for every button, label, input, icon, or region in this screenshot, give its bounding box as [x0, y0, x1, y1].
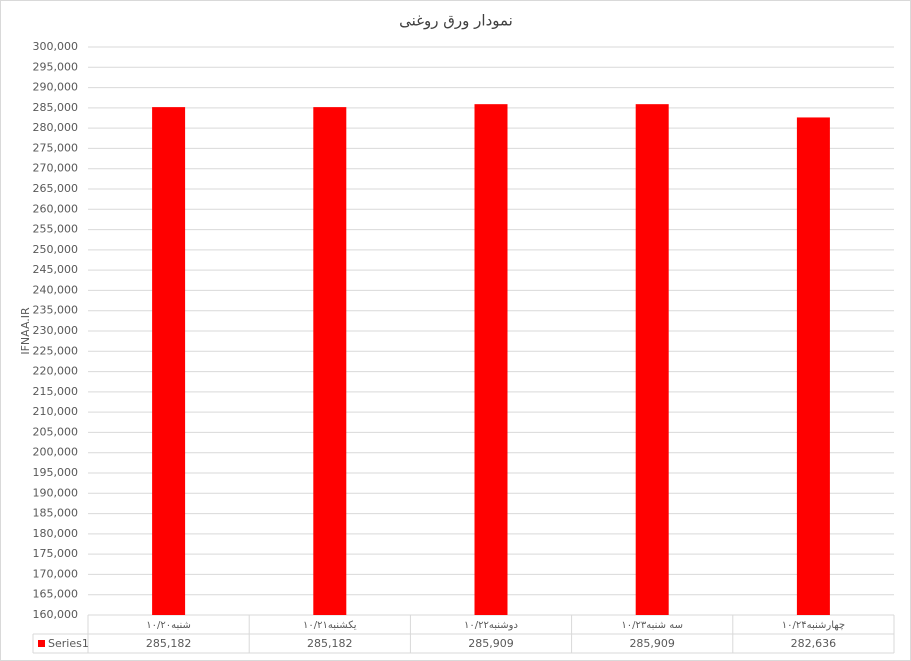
legend-label: Series1 — [48, 637, 89, 650]
x-tick-label: دوشنبه۱۰/۲۲ — [464, 620, 518, 631]
data-table-value: 282,636 — [791, 637, 837, 650]
bar — [796, 117, 830, 615]
y-tick-label: 195,000 — [33, 466, 79, 479]
y-tick-label: 250,000 — [33, 243, 79, 256]
data-table-value: 285,909 — [629, 637, 675, 650]
y-tick-label: 165,000 — [33, 588, 79, 601]
data-table-value: 285,182 — [307, 637, 353, 650]
y-tick-label: 225,000 — [33, 344, 79, 357]
y-tick-label: 240,000 — [33, 283, 79, 296]
y-tick-label: 200,000 — [33, 446, 79, 459]
y-tick-label: 220,000 — [33, 365, 79, 378]
y-tick-label: 175,000 — [33, 547, 79, 560]
y-tick-label: 275,000 — [33, 141, 79, 154]
data-table-value: 285,182 — [146, 637, 192, 650]
x-tick-label: چهارشنبه۱۰/۲۴ — [782, 620, 845, 631]
y-tick-label: 185,000 — [33, 507, 79, 520]
chart-title: نمودار ورق روغنی — [399, 12, 513, 30]
x-tick-label: سه شنبه۱۰/۲۳ — [621, 620, 683, 631]
data-table-value: 285,909 — [468, 637, 514, 650]
y-tick-label: 160,000 — [33, 608, 79, 621]
y-tick-label: 245,000 — [33, 263, 79, 276]
y-tick-label: 180,000 — [33, 527, 79, 540]
y-tick-label: 260,000 — [33, 202, 79, 215]
y-tick-label: 230,000 — [33, 324, 79, 337]
y-tick-label: 170,000 — [33, 567, 79, 580]
y-tick-label: 290,000 — [33, 81, 79, 94]
y-axis-label: IFNAA.IR — [19, 307, 32, 355]
y-tick-label: 210,000 — [33, 405, 79, 418]
x-tick-label: شنبه۱۰/۲۰ — [146, 620, 191, 631]
x-tick-label: یکشنبه۱۰/۲۱ — [303, 620, 357, 631]
y-tick-label: 280,000 — [33, 121, 79, 134]
y-tick-label: 265,000 — [33, 182, 79, 195]
legend-swatch — [38, 640, 45, 647]
y-tick-label: 270,000 — [33, 162, 79, 175]
bar — [152, 107, 186, 615]
y-tick-label: 295,000 — [33, 60, 79, 73]
y-tick-label: 300,000 — [33, 40, 79, 53]
y-tick-label: 205,000 — [33, 425, 79, 438]
y-tick-label: 235,000 — [33, 304, 79, 317]
bar — [313, 107, 347, 615]
bar — [474, 104, 508, 616]
y-tick-label: 285,000 — [33, 101, 79, 114]
y-tick-label: 190,000 — [33, 486, 79, 499]
y-tick-label: 215,000 — [33, 385, 79, 398]
y-tick-label: 255,000 — [33, 223, 79, 236]
bar — [635, 104, 669, 616]
